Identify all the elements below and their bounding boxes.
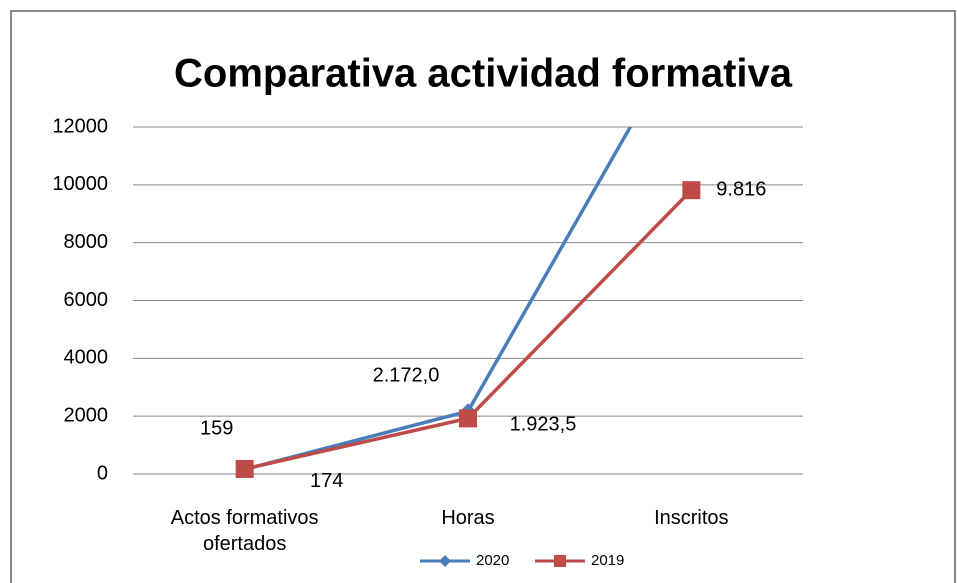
- legend-marker: [439, 555, 451, 567]
- chart-title: Comparativa actividad formativa: [174, 52, 793, 96]
- y-tick-label: 8000: [64, 231, 109, 253]
- chart-border: [10, 10, 956, 583]
- marker: [235, 459, 254, 478]
- x-tick-label: Horas: [441, 507, 495, 529]
- y-tick-label: 10000: [52, 173, 108, 195]
- legend-marker: [554, 555, 566, 567]
- y-tick-label: 12000: [52, 115, 108, 137]
- marker: [459, 409, 477, 428]
- y-tick-label: 2000: [64, 404, 109, 426]
- data-label: 2.172,0: [373, 364, 440, 386]
- data-label: 174: [310, 470, 343, 492]
- data-label: 9.816: [716, 178, 766, 200]
- legend-label: 2019: [591, 552, 624, 569]
- y-tick-label: 6000: [64, 289, 109, 311]
- x-tick-label: Actos formativos ofertados: [170, 507, 319, 555]
- legend-label: 2020: [476, 552, 509, 569]
- y-tick-label: 0: [97, 462, 108, 484]
- data-label: 1.923,5: [510, 414, 577, 436]
- marker: [682, 181, 701, 200]
- y-tick-label: 4000: [64, 347, 109, 369]
- x-tick-label: Inscritos: [654, 507, 729, 529]
- data-label: 159: [200, 418, 233, 440]
